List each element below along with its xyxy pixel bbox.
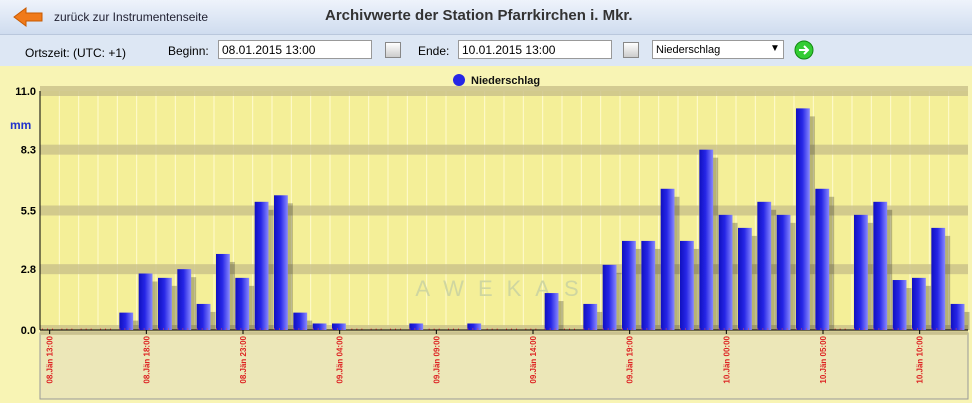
bar	[467, 323, 482, 330]
x-tick-label: 09.Jän 19:00	[626, 335, 635, 383]
bar	[950, 303, 965, 330]
x-label-area	[39, 332, 969, 400]
bar	[409, 323, 424, 330]
calendar-icon[interactable]	[623, 42, 639, 58]
bar	[854, 214, 868, 330]
bar	[776, 214, 791, 330]
bar	[622, 240, 636, 330]
bar	[815, 188, 830, 330]
grid-band	[40, 205, 968, 216]
grid-band	[40, 86, 968, 96]
legend-label: Niederschlag	[471, 75, 540, 87]
bar	[757, 201, 772, 330]
back-arrow[interactable]	[12, 6, 44, 28]
bar	[873, 201, 888, 330]
begin-label: Beginn:	[168, 44, 209, 58]
grid-band	[40, 264, 968, 275]
page-title: Archivwerte der Station Pfarrkirchen i. …	[325, 7, 633, 24]
bar	[699, 149, 714, 330]
x-tick-label: 08.Jän 23:00	[239, 335, 248, 383]
x-tick-label: 08.Jän 13:00	[46, 335, 55, 383]
timezone: Ortszeit: (UTC: +1)	[25, 46, 127, 60]
bar	[544, 293, 559, 330]
bar	[892, 280, 907, 330]
legend-marker	[453, 74, 465, 86]
select-arrow: ▼	[770, 43, 780, 54]
bar	[293, 312, 308, 330]
bar	[274, 195, 288, 330]
y-tick-label: 8.3	[21, 145, 36, 157]
x-tick-label: 09.Jän 09:00	[432, 335, 441, 383]
y-axis-label: mm	[10, 118, 31, 132]
bar	[177, 269, 192, 330]
x-tick-label: 09.Jän 14:00	[529, 335, 538, 383]
bar	[738, 227, 752, 330]
bar	[254, 201, 269, 330]
bar	[641, 240, 656, 330]
go-button[interactable]	[794, 40, 814, 60]
bar	[718, 214, 733, 330]
calendar-icon[interactable]	[385, 42, 401, 58]
bar	[602, 264, 617, 330]
bar	[680, 240, 694, 330]
y-tick-label: 11.0	[15, 86, 36, 98]
bar	[660, 188, 675, 330]
bar	[138, 273, 153, 330]
begin-input[interactable]: 08.01.2015 13:00	[218, 40, 372, 59]
bar	[196, 303, 211, 330]
bar	[312, 323, 327, 330]
end-label: Ende:	[418, 44, 450, 58]
controls: Ortszeit: (UTC: +1) Beginn: 08.01.2015 1…	[0, 35, 972, 66]
bar	[796, 108, 810, 330]
bar	[583, 303, 598, 330]
end-input[interactable]: 10.01.2015 13:00	[458, 40, 612, 59]
select[interactable]: Niederschlag	[652, 40, 784, 59]
y-tick-label: 5.5	[21, 206, 36, 218]
chart: AWEKAS 0.0 2.8 5.5 8.3 11.0 mm 08.Jän 13:00 08.J…	[0, 66, 972, 403]
x-tick-label: 10.Jän 10:00	[916, 335, 925, 383]
y-tick-label: 0.0	[21, 325, 36, 337]
bar	[119, 312, 134, 330]
grid-band	[40, 144, 968, 155]
x-tick-label: 10.Jän 05:00	[819, 335, 828, 383]
bar	[912, 277, 926, 330]
x-tick-label: 08.Jän 18:00	[142, 335, 151, 383]
x-tick-label: 09.Jän 04:00	[336, 335, 345, 383]
bar	[931, 227, 946, 330]
y-tick-label: 2.8	[21, 264, 36, 276]
x-tick-label: 10.Jän 00:00	[722, 335, 731, 383]
bar	[158, 277, 172, 330]
bar	[235, 277, 250, 330]
bar	[216, 253, 230, 330]
watermark: AWEKAS	[415, 276, 592, 301]
header: zurück zur Instrumentenseite Archivwerte…	[0, 0, 972, 35]
bar	[332, 323, 346, 330]
back-link[interactable]: zurück zur Instrumentenseite	[54, 10, 209, 24]
